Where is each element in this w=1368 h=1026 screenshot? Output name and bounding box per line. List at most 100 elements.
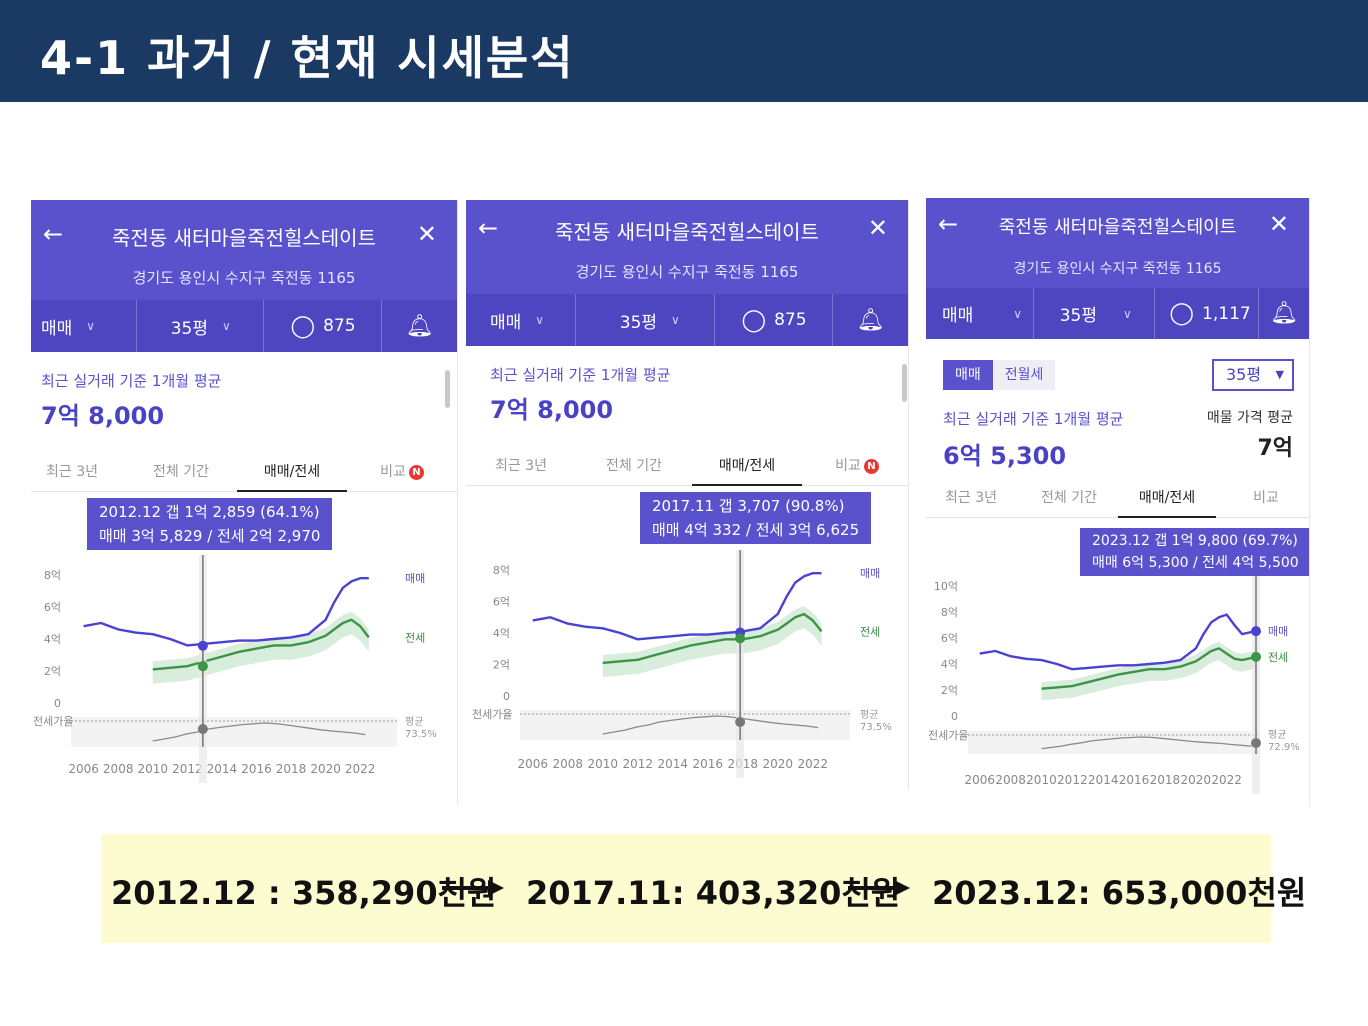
size-dropdown[interactable]: 35평 ∨ <box>137 300 265 352</box>
jeonse-highlight-point <box>735 633 746 644</box>
scrollbar-thumb[interactable] <box>902 364 907 402</box>
ratio-axis-label: 전세가율 <box>472 708 512 721</box>
x-tick-label: 2012 <box>172 762 203 776</box>
scrollbar-thumb[interactable] <box>445 370 450 408</box>
chevron-down-icon: ∨ <box>222 319 231 333</box>
y-tick-label: 8억 <box>941 606 958 619</box>
tab-compare[interactable]: 비교 N <box>822 446 892 486</box>
close-icon[interactable]: ✕ <box>867 214 888 242</box>
comments-button[interactable]: ◯ 1,117 <box>1155 288 1260 339</box>
segment-rent[interactable]: 전월세 <box>992 360 1056 390</box>
price-panel-2017: ← 죽전동 새터마을죽전힐스테이트 ✕ 경기도 용인시 수지구 죽전동 1165… <box>466 200 909 790</box>
x-tick-label: 2008 <box>103 762 134 776</box>
tab-all-period[interactable]: 전체 기간 <box>606 458 662 474</box>
jeonse-price-line <box>152 618 370 671</box>
sale-highlight-point <box>197 640 208 651</box>
trade-type-dropdown[interactable]: 매매 ∨ <box>466 294 576 346</box>
tab-sale-jeonse[interactable]: 매매/전세 <box>692 446 802 486</box>
tab-all-period[interactable]: 전체 기간 <box>1041 490 1097 506</box>
chart-tooltip: 2017.11 갭 3,707 (90.8%) 매매 4억 332 / 전세 3… <box>640 492 872 544</box>
bell-icon: 🔔︎ <box>405 313 434 339</box>
notification-button[interactable]: 🔔︎ <box>382 300 457 352</box>
back-arrow-icon[interactable]: ← <box>478 214 499 242</box>
filter-row: 매매 ∨ 35평 ∨ ◯ 875 🔔︎ <box>466 294 908 346</box>
x-tick-label: 2022 <box>1211 773 1242 787</box>
size-select[interactable]: 35평 ▼ <box>1212 359 1294 391</box>
jeonse-highlight-point <box>197 661 208 672</box>
tab-all-period[interactable]: 전체 기간 <box>153 464 209 480</box>
x-tick-label: 2006 <box>68 762 99 776</box>
segment-sale[interactable]: 매매 <box>943 360 993 390</box>
x-tick-label: 2016 <box>692 757 723 771</box>
tab-recent-3y[interactable]: 최근 3년 <box>495 458 547 474</box>
size-select-value: 35평 <box>1226 365 1262 384</box>
x-tick-label: 2006 <box>964 773 995 787</box>
comment-count: 1,117 <box>1202 303 1251 324</box>
avg-price-label: 최근 실거래 기준 1개월 평균 <box>41 372 222 390</box>
filter-row: 매매 ∨ 35평 ∨ ◯ 875 🔔︎ <box>31 300 457 352</box>
legend-sale: 매매 <box>860 567 880 580</box>
trade-type-dropdown[interactable]: 매매 ∨ <box>31 300 137 352</box>
trade-type-dropdown[interactable]: 매매 ∨ <box>926 288 1034 339</box>
x-tick-label: 2020 <box>310 762 341 776</box>
size-label: 35평 <box>619 312 658 333</box>
avg-price-label: 최근 실거래 기준 1개월 평균 <box>490 366 671 384</box>
notification-button[interactable]: 🔔︎ <box>1259 288 1309 339</box>
tab-compare[interactable]: 비교 N <box>367 452 437 492</box>
trade-type-label: 매매 <box>41 318 73 339</box>
close-icon[interactable]: ✕ <box>416 220 437 248</box>
jeonse-highlight-point <box>1251 651 1261 662</box>
price-chart[interactable]: 8억6억4억2억02006200820102012201420162018202… <box>466 550 909 790</box>
listing-price-value: 7억 <box>1257 436 1293 461</box>
price-chart[interactable]: 10억 8억 6억 4억 2억 0 2006 2008 2010 2012 2014 2016 2018… <box>926 576 1310 798</box>
close-icon[interactable]: ✕ <box>1268 210 1289 238</box>
filter-row: 매매 ∨ 35평 ∨ ◯ 1,117 🔔︎ <box>926 288 1309 339</box>
x-tick-label: 2010 <box>587 757 618 771</box>
tab-compare-label: 비교 <box>835 458 861 474</box>
y-tick-label: 2억 <box>941 684 958 697</box>
tab-recent-3y[interactable]: 최근 3년 <box>945 490 997 506</box>
apartment-address: 경기도 용인시 수지구 죽전동 1165 <box>1013 261 1222 277</box>
size-dropdown[interactable]: 35평 ∨ <box>1034 288 1156 339</box>
ratio-area-background <box>968 731 1260 754</box>
y-tick-label: 8억 <box>493 564 510 577</box>
y-tick-label: 2억 <box>44 665 61 678</box>
sale-price-line <box>979 613 1257 671</box>
x-tick-label: 2006 <box>517 757 548 771</box>
comment-count: 875 <box>323 316 356 336</box>
avg-price-value: 7억 8,000 <box>41 402 165 430</box>
apartment-name: 죽전동 새터마을죽전힐스테이트 <box>112 226 376 250</box>
size-label: 35평 <box>170 318 209 339</box>
tab-recent-3y[interactable]: 최근 3년 <box>46 464 98 480</box>
legend-jeonse: 전세 <box>1268 651 1288 664</box>
apartment-address: 경기도 용인시 수지구 죽전동 1165 <box>575 263 799 281</box>
panel-header: ← 죽전동 새터마을죽전힐스테이트 ✕ 경기도 용인시 수지구 죽전동 1165… <box>466 200 908 346</box>
chevron-down-icon: ∨ <box>535 313 545 327</box>
jeonse-ratio-line <box>1041 736 1252 750</box>
avg-price-value: 6억 5,300 <box>943 442 1067 470</box>
comments-button[interactable]: ◯ 875 <box>264 300 383 352</box>
comments-button[interactable]: ◯ 875 <box>715 294 834 346</box>
x-tick-label: 2020 <box>1181 773 1212 787</box>
chevron-down-icon: ∨ <box>86 319 96 333</box>
notification-button[interactable]: 🔔︎ <box>833 294 908 346</box>
jeonse-ratio-line <box>152 722 366 742</box>
x-tick-label: 2008 <box>995 773 1026 787</box>
back-arrow-icon[interactable]: ← <box>938 210 959 238</box>
tab-sale-jeonse[interactable]: 매매/전세 <box>1118 478 1216 518</box>
size-label: 35평 <box>1059 306 1097 326</box>
y-tick-label: 2억 <box>493 659 510 672</box>
tab-sale-jeonse[interactable]: 매매/전세 <box>237 452 347 492</box>
x-tick-label: 2018 <box>276 762 307 776</box>
jeonse-ratio-line <box>602 715 819 735</box>
tab-compare[interactable]: 비교 <box>1253 490 1279 506</box>
back-arrow-icon[interactable]: ← <box>43 220 64 248</box>
speech-bubble-icon: ◯ <box>290 313 316 339</box>
size-dropdown[interactable]: 35평 ∨ <box>576 294 716 346</box>
tooltip-gap-line: 2023.12 갭 1억 9,800 (69.7%) <box>1092 533 1298 549</box>
period-tabs: 최근 3년 전체 기간 매매/전세 비교 <box>926 478 1309 518</box>
legend-sale: 매매 <box>405 572 425 585</box>
y-tick-label: 0 <box>503 690 510 703</box>
arrow-right-icon <box>848 880 910 896</box>
